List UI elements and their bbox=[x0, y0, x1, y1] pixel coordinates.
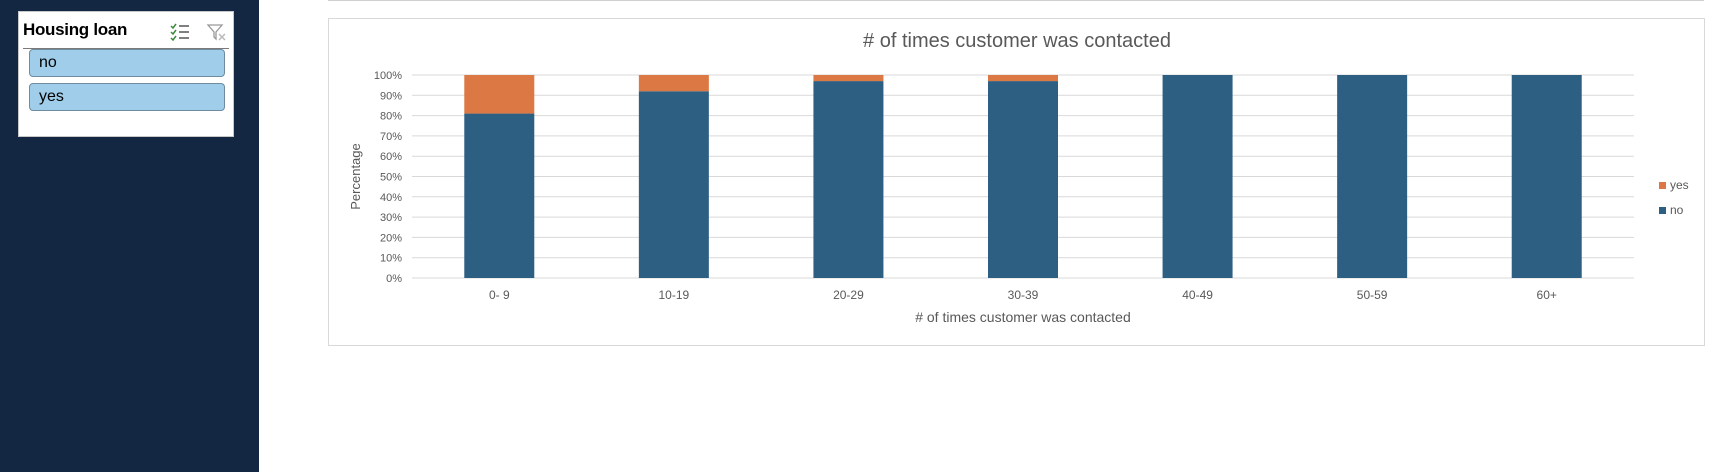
y-tick-label: 60% bbox=[380, 151, 402, 163]
chart-container: # of times customer was contacted 0% 10% 20… bbox=[328, 18, 1705, 346]
x-tick-label: 40-49 bbox=[1182, 288, 1213, 302]
slicer-header: Housing loan bbox=[23, 18, 229, 49]
y-tick-label: 0% bbox=[386, 273, 402, 285]
bar-no bbox=[464, 113, 535, 278]
y-tick-label: 80% bbox=[380, 111, 402, 123]
x-tick-label: 20-29 bbox=[833, 288, 864, 302]
housing-loan-slicer: Housing loan no yes bbox=[18, 11, 234, 137]
y-tick-label: 20% bbox=[380, 232, 402, 244]
y-tick-label: 100% bbox=[374, 70, 402, 82]
bar-no bbox=[1162, 75, 1233, 278]
y-tick-label: 30% bbox=[380, 212, 402, 224]
y-tick-label: 90% bbox=[380, 90, 402, 102]
bar-no bbox=[1511, 75, 1582, 278]
y-tick-label: 10% bbox=[380, 253, 402, 265]
legend-swatch-yes bbox=[1659, 182, 1666, 189]
y-tick-label: 40% bbox=[380, 192, 402, 204]
bar-yes bbox=[988, 75, 1058, 82]
stacked-bar-chart: # of times customer was contacted 0% 10% 20… bbox=[348, 30, 1689, 325]
x-axis-label: # of times customer was contacted bbox=[915, 309, 1131, 325]
slicer-item-yes[interactable]: yes bbox=[29, 83, 225, 111]
bar-no bbox=[1337, 75, 1408, 278]
bar-yes bbox=[813, 75, 884, 82]
bar-no bbox=[988, 81, 1058, 278]
slicer-title: Housing loan bbox=[23, 20, 128, 39]
bar-no bbox=[813, 81, 884, 278]
y-axis-label: Percentage bbox=[348, 143, 363, 210]
x-tick-label: 10-19 bbox=[659, 288, 690, 302]
y-tick-label: 50% bbox=[380, 172, 402, 184]
chart-title: # of times customer was contacted bbox=[863, 30, 1171, 52]
legend-label-no: no bbox=[1670, 203, 1684, 217]
multi-select-icon[interactable] bbox=[169, 22, 191, 42]
x-tick-label: 50-59 bbox=[1357, 288, 1388, 302]
y-tick-label: 70% bbox=[380, 131, 402, 143]
legend-swatch-no bbox=[1659, 207, 1666, 214]
x-tick-label: 30-39 bbox=[1008, 288, 1039, 302]
x-tick-label: 0- 9 bbox=[489, 288, 510, 302]
slicer-item-no[interactable]: no bbox=[29, 49, 225, 77]
bar-yes bbox=[464, 75, 535, 114]
legend-label-yes: yes bbox=[1670, 178, 1689, 192]
top-border-line bbox=[328, 0, 1704, 1]
x-tick-label: 60+ bbox=[1537, 288, 1557, 302]
bar-yes bbox=[638, 75, 709, 92]
bar-no bbox=[638, 91, 709, 279]
clear-filter-icon[interactable] bbox=[206, 22, 228, 42]
